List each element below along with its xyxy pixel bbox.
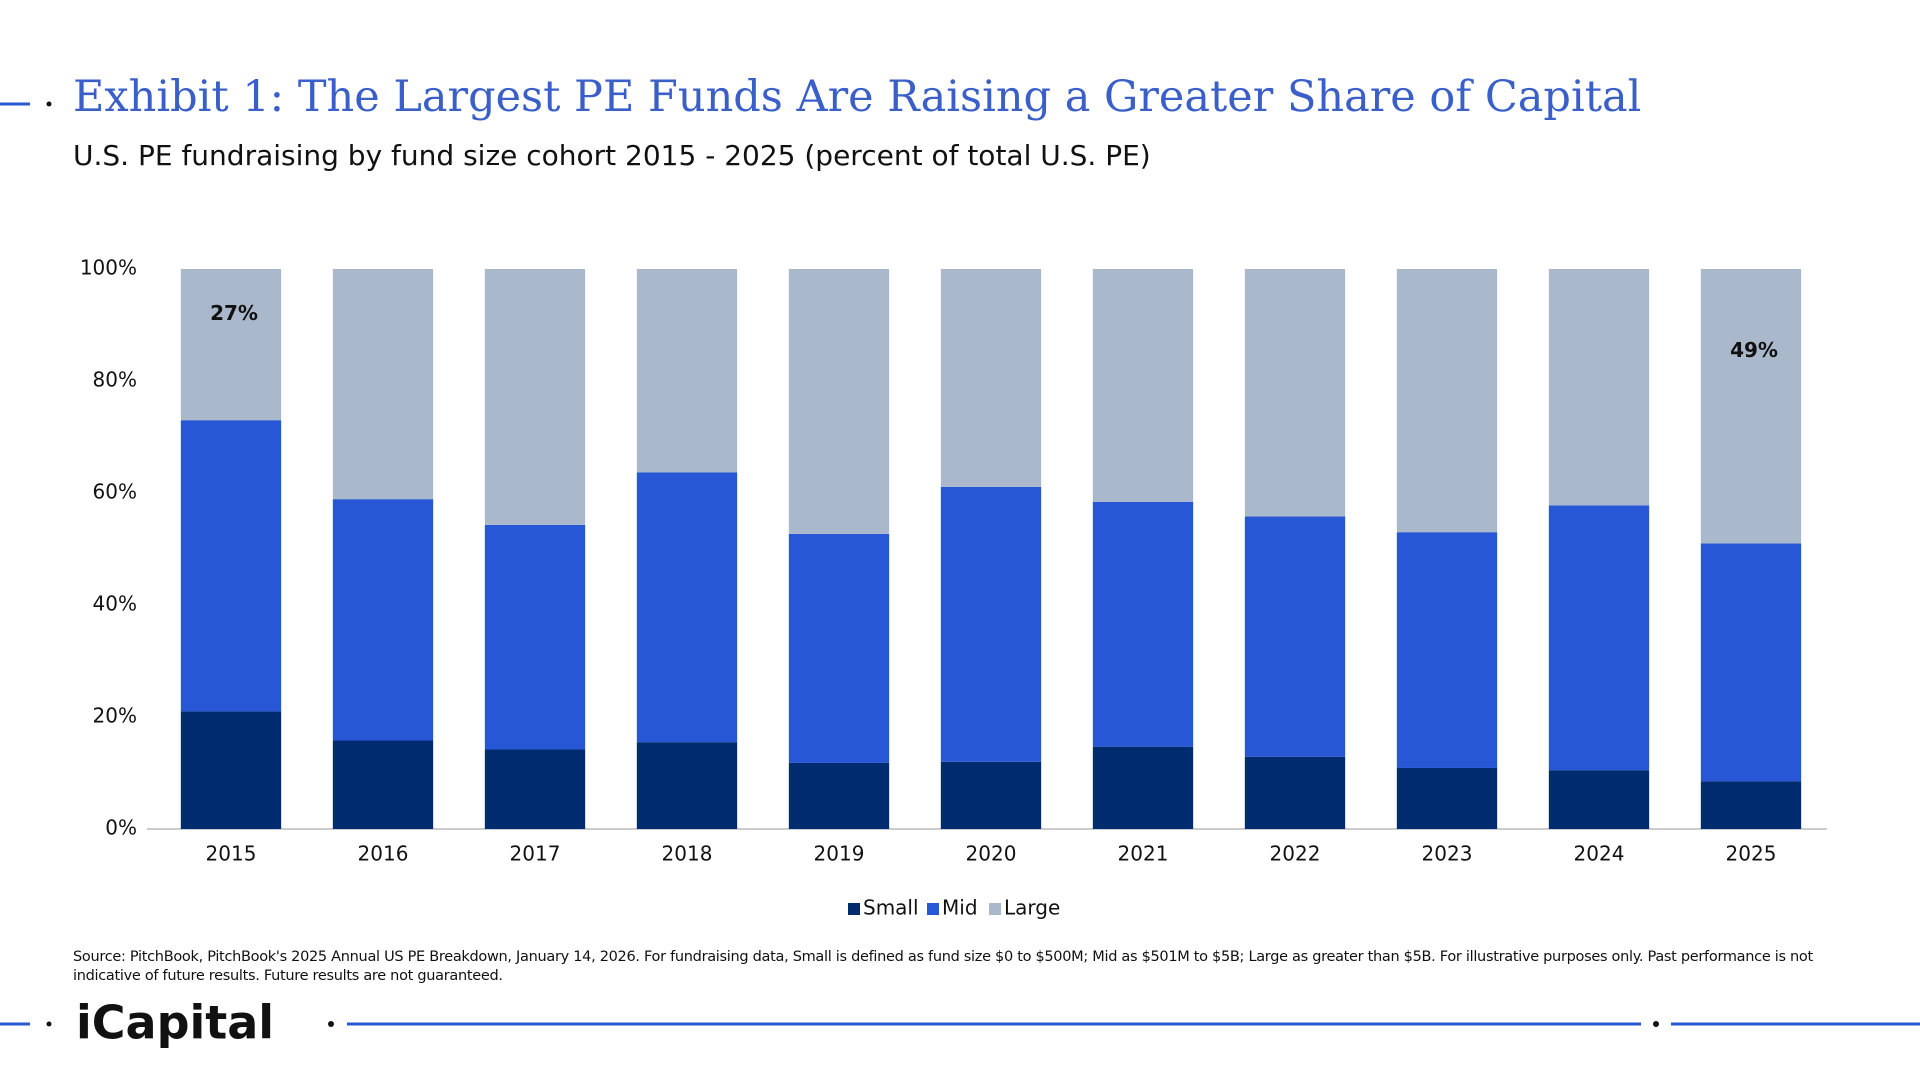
bar-segment (1396, 269, 1498, 533)
bar-segment (484, 269, 586, 525)
bar-segment (1244, 269, 1346, 517)
decor-dot (1653, 1021, 1659, 1027)
bar-segment (332, 269, 434, 500)
bar-segment (1548, 505, 1650, 771)
legend-swatch (989, 903, 1001, 915)
bar-segment (940, 269, 1042, 487)
legend-label: Mid (942, 896, 978, 920)
bar-segment (1244, 516, 1346, 757)
x-tick-label: 2015 (206, 842, 257, 866)
y-tick-label: 0% (105, 816, 137, 840)
legend-swatch (927, 903, 939, 915)
legend-label: Small (863, 896, 919, 920)
bar-segment (1092, 269, 1194, 502)
x-tick-label: 2016 (358, 842, 409, 866)
bar-segment (180, 420, 282, 712)
x-tick-label: 2021 (1118, 842, 1169, 866)
bar-segment (1092, 501, 1194, 747)
bar-segment (1244, 756, 1346, 829)
x-tick-label: 2022 (1270, 842, 1321, 866)
y-tick-label: 100% (80, 256, 137, 280)
bar-segment (788, 762, 890, 829)
bar-segment (940, 761, 1042, 829)
bar-segment (332, 499, 434, 741)
x-tick-label: 2017 (510, 842, 561, 866)
bar-segment (1396, 767, 1498, 829)
bar-segment (636, 742, 738, 829)
bar-segment (484, 524, 586, 750)
bar-segment (788, 533, 890, 763)
bar-segment (332, 740, 434, 829)
y-tick-label: 80% (93, 368, 137, 392)
bar-segment (940, 486, 1042, 762)
data-label: 27% (210, 301, 258, 325)
logo: iCapital (76, 996, 274, 1050)
bar-segment (788, 269, 890, 534)
decor-dot (46, 101, 52, 107)
chart-subtitle: U.S. PE fundraising by fund size cohort … (73, 139, 1151, 172)
bar-segment (636, 472, 738, 743)
y-tick-label: 40% (93, 592, 137, 616)
y-tick-label: 20% (93, 704, 137, 728)
y-tick-label: 60% (93, 480, 137, 504)
x-tick-label: 2024 (1574, 842, 1625, 866)
bar-segment (1700, 269, 1802, 544)
bar-segment (180, 711, 282, 829)
bar-segment (484, 749, 586, 829)
decor-dot (46, 1021, 52, 1027)
x-tick-label: 2020 (966, 842, 1017, 866)
bar-segment (1092, 746, 1194, 829)
bar-segment (636, 269, 738, 473)
x-tick-label: 2025 (1726, 842, 1777, 866)
bar-segment (1700, 781, 1802, 829)
source-note: Source: PitchBook, PitchBook's 2025 Annu… (73, 949, 1813, 984)
bar-segment (1700, 543, 1802, 782)
x-tick-label: 2023 (1422, 842, 1473, 866)
bar-segment (1396, 532, 1498, 768)
data-label: 49% (1730, 338, 1778, 362)
decor-dot (328, 1021, 334, 1027)
x-tick-label: 2019 (814, 842, 865, 866)
legend-swatch (848, 903, 860, 915)
x-tick-label: 2018 (662, 842, 713, 866)
bar-segment (1548, 770, 1650, 829)
legend-label: Large (1004, 896, 1060, 920)
chart-title: Exhibit 1: The Largest PE Funds Are Rais… (73, 72, 1641, 122)
bar-segment (180, 269, 282, 421)
bar-segment (1548, 269, 1650, 506)
